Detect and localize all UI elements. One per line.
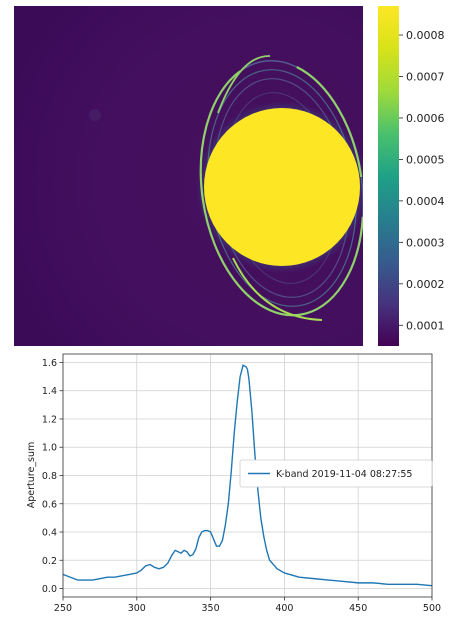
y-axis-ticks: 0.0 0.2 0.4 0.6 0.8 1.0 1.2 1.4 1.6 (42, 358, 63, 595)
x-tick-label: 250 (54, 603, 72, 614)
y-tick-label: 1.0 (42, 443, 57, 454)
colorbar: 0.0001 0.0002 0.0003 0.0004 0.0005 0.0006 0.00… (378, 6, 445, 346)
x-tick-label: 350 (202, 603, 220, 614)
y-axis-label: Aperture_sum (26, 442, 37, 509)
y-tick-label: 1.4 (42, 386, 57, 397)
x-tick-label: 450 (349, 603, 367, 614)
x-tick-label: 500 (423, 603, 441, 614)
colorbar-tick-label: 0.0007 (406, 70, 445, 83)
colorbar-tick-label: 0.0003 (406, 236, 445, 249)
y-tick-label: 0.6 (42, 499, 57, 510)
y-tick-label: 0.2 (42, 556, 57, 567)
line-chart: 250 300 350 400 450 500 0.0 0.2 0.4 0.6 0.8 1.0 1.2… (26, 354, 441, 614)
x-tick-label: 400 (275, 603, 293, 614)
heatmap-image (14, 6, 379, 346)
x-tick-label: 300 (128, 603, 146, 614)
disk-core (204, 108, 360, 266)
y-tick-label: 0.8 (42, 471, 57, 482)
colorbar-tick-label: 0.0002 (406, 278, 445, 291)
legend-label: K-band 2019-11-04 08:27:55 (276, 469, 412, 480)
colorbar-tick-label: 0.0006 (406, 112, 445, 125)
colorbar-tick-label: 0.0001 (406, 319, 445, 332)
y-tick-label: 1.6 (42, 358, 57, 369)
colorbar-ticks: 0.0001 0.0002 0.0003 0.0004 0.0005 0.0006 0.00… (399, 29, 445, 332)
y-tick-label: 0.0 (42, 584, 57, 595)
colorbar-tick-label: 0.0004 (406, 195, 445, 208)
x-axis-ticks: 250 300 350 400 450 500 (54, 597, 441, 614)
y-tick-label: 0.4 (42, 528, 57, 539)
colorbar-tick-label: 0.0008 (406, 29, 445, 42)
legend: K-band 2019-11-04 08:27:55 (240, 460, 432, 487)
y-tick-label: 1.2 (42, 414, 57, 425)
colorbar-gradient (378, 6, 399, 346)
colorbar-tick-label: 0.0005 (406, 153, 445, 166)
faint-blob (89, 109, 101, 121)
